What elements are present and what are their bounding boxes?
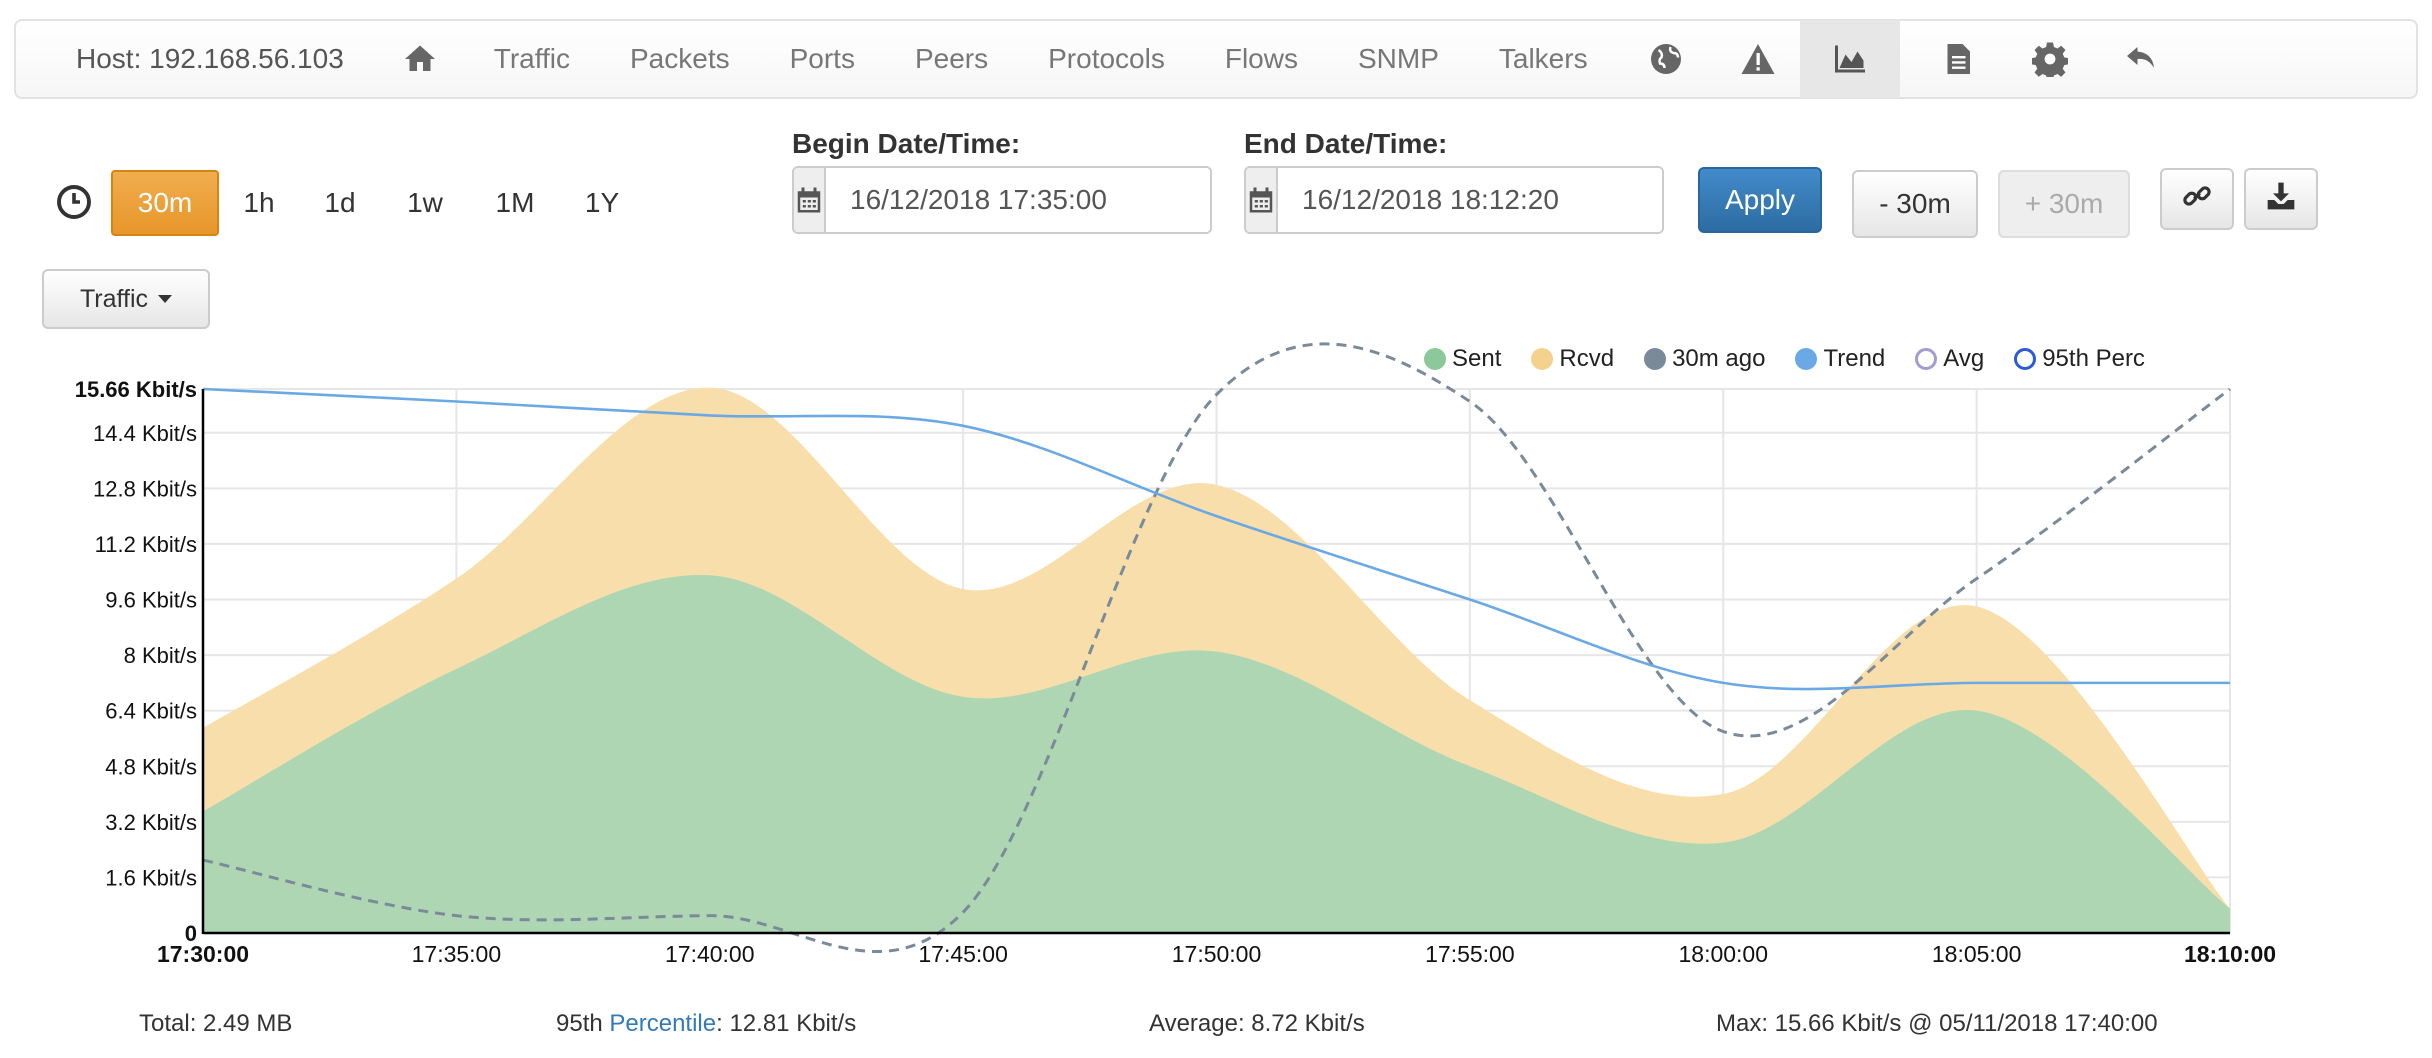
begin-datetime-label: Begin Date/Time: bbox=[792, 128, 1021, 159]
traffic-chart: 0 1.6 Kbit/s 3.2 Kbit/s 4.8 Kbit/s 6.4 Kbit/… bbox=[75, 342, 2276, 967]
calendar-icon[interactable] bbox=[1246, 168, 1278, 232]
begin-datetime-input[interactable] bbox=[826, 168, 1210, 232]
legend-item-95th-perc[interactable]: 95th Perc bbox=[2014, 345, 2145, 373]
y-tick-label: 12.8 Kbit/s bbox=[93, 476, 197, 501]
legend-item-30m-ago[interactable]: 30m ago bbox=[1644, 345, 1765, 373]
legend-swatch bbox=[2014, 348, 2037, 370]
y-tick-label: 9.6 Kbit/s bbox=[105, 588, 197, 613]
legend-item-avg[interactable]: Avg bbox=[1915, 345, 1984, 373]
y-tick-label: 11.2 Kbit/s bbox=[95, 532, 197, 557]
legend-label: Sent bbox=[1452, 345, 1502, 372]
legend-label: Rcvd bbox=[1559, 345, 1615, 372]
home-icon[interactable] bbox=[402, 41, 438, 77]
nav-talkers[interactable]: Talkers bbox=[1498, 43, 1588, 74]
chart-areas bbox=[203, 387, 2230, 933]
nav-packets[interactable]: Packets bbox=[630, 43, 730, 74]
period-1M-button[interactable]: 1M bbox=[495, 187, 535, 218]
y-tick-label: 8 Kbit/s bbox=[124, 643, 197, 668]
legend-label: Trend bbox=[1823, 345, 1886, 372]
nav-snmp[interactable]: SNMP bbox=[1357, 43, 1439, 74]
end-datetime-group bbox=[1244, 166, 1664, 234]
nav-peers[interactable]: Peers bbox=[914, 43, 989, 74]
legend-item-rcvd[interactable]: Rcvd bbox=[1531, 345, 1614, 373]
y-tick-label: 0 bbox=[185, 921, 197, 946]
legend-label: 30m ago bbox=[1672, 345, 1766, 372]
host-label[interactable]: Host: 192.168.56.103 bbox=[76, 43, 344, 74]
calendar-icon[interactable] bbox=[794, 168, 826, 232]
permalink-button[interactable] bbox=[2160, 168, 2234, 230]
max-stat: Max: 15.66 Kbit/s @ 05/11/2018 17:40:00 bbox=[1716, 1010, 2158, 1037]
legend-item-sent[interactable]: Sent bbox=[1424, 345, 1501, 373]
line-trend bbox=[202, 387, 2230, 691]
file-icon[interactable] bbox=[1940, 41, 1976, 77]
period-1Y-button[interactable]: 1Y bbox=[584, 187, 620, 218]
line-30m-ago bbox=[202, 342, 2231, 953]
gear-icon[interactable] bbox=[2031, 41, 2068, 77]
x-tick-label: 17:30:00 bbox=[157, 941, 249, 967]
end-datetime-label: End Date/Time: bbox=[1244, 128, 1448, 159]
legend-swatch bbox=[1531, 348, 1554, 370]
chart-legend: Sent Rcvd 30m ago Trend Avg 95th Perc bbox=[1424, 344, 2175, 374]
average-stat: Average: 8.72 Kbit/s bbox=[1149, 1010, 1365, 1037]
percentile-prefix: 95th bbox=[556, 1010, 610, 1037]
percentile-value: : 12.81 Kbit/s bbox=[716, 1010, 857, 1037]
chart-lines bbox=[202, 342, 2231, 953]
legend-item-trend[interactable]: Trend bbox=[1795, 345, 1885, 373]
legend-label: 95th Perc bbox=[2042, 345, 2145, 372]
begin-datetime-group bbox=[792, 166, 1212, 234]
chart-axes: 0 1.6 Kbit/s 3.2 Kbit/s 4.8 Kbit/s 6.4 Kbit/… bbox=[75, 377, 2276, 967]
period-1d-button[interactable]: 1d bbox=[324, 187, 356, 218]
legend-swatch bbox=[1644, 348, 1667, 370]
x-tick-label: 17:35:00 bbox=[412, 941, 502, 967]
download-button[interactable] bbox=[2244, 168, 2318, 230]
undo-icon[interactable] bbox=[2124, 41, 2160, 77]
period-1w-button[interactable]: 1w bbox=[407, 187, 443, 218]
plus-30m-button[interactable]: + 30m bbox=[1998, 170, 2130, 238]
minus-30m-button[interactable]: - 30m bbox=[1852, 170, 1978, 238]
legend-swatch bbox=[1424, 348, 1446, 370]
legend-swatch bbox=[1795, 348, 1818, 370]
globe-icon[interactable] bbox=[1648, 41, 1684, 77]
total-stat: Total: 2.49 MB bbox=[139, 1010, 293, 1037]
legend-swatch bbox=[1915, 348, 1938, 370]
download-icon bbox=[2265, 180, 2297, 219]
link-icon bbox=[2181, 180, 2213, 219]
x-tick-label: 18:05:00 bbox=[1932, 941, 2022, 967]
x-tick-label: 18:00:00 bbox=[1678, 941, 1768, 967]
apply-button[interactable]: Apply bbox=[1698, 167, 1822, 233]
legend-label: Avg bbox=[1943, 345, 1985, 372]
nav-traffic[interactable]: Traffic bbox=[493, 43, 570, 74]
clock-icon bbox=[56, 184, 92, 220]
x-tick-label: 17:40:00 bbox=[665, 941, 755, 967]
area-chart-icon[interactable] bbox=[1799, 20, 1900, 98]
x-tick-label: 17:45:00 bbox=[918, 941, 1008, 967]
alert-icon[interactable] bbox=[1740, 41, 1776, 77]
y-tick-label: 15.66 Kbit/s bbox=[75, 377, 197, 402]
y-tick-label: 4.8 Kbit/s bbox=[105, 754, 197, 779]
area-sent bbox=[203, 574, 2230, 933]
x-tick-label: 18:10:00 bbox=[2184, 941, 2276, 967]
x-tick-label: 17:50:00 bbox=[1172, 941, 1262, 967]
y-tick-label: 1.6 Kbit/s bbox=[105, 865, 197, 890]
percentile-stat: 95th Percentile: 12.81 Kbit/s bbox=[556, 1010, 856, 1038]
end-datetime-input[interactable] bbox=[1278, 168, 1662, 232]
nav-flows[interactable]: Flows bbox=[1224, 43, 1298, 74]
top-navbar: Host: 192.168.56.103 Traffic Packets Por… bbox=[14, 19, 2418, 99]
y-tick-label: 6.4 Kbit/s bbox=[105, 699, 197, 724]
nav-ports[interactable]: Ports bbox=[789, 43, 855, 74]
x-tick-label: 17:55:00 bbox=[1425, 941, 1515, 967]
percentile-link[interactable]: Percentile bbox=[609, 1010, 717, 1037]
y-tick-label: 3.2 Kbit/s bbox=[105, 810, 197, 835]
y-tick-label: 14.4 Kbit/s bbox=[93, 421, 197, 446]
period-30m-button[interactable]: 30m bbox=[111, 170, 219, 236]
nav-protocols[interactable]: Protocols bbox=[1048, 43, 1165, 74]
period-1h-button[interactable]: 1h bbox=[243, 187, 275, 218]
caret-down-icon bbox=[158, 295, 173, 303]
metric-dropdown[interactable]: Traffic bbox=[42, 269, 210, 329]
metric-dropdown-label: Traffic bbox=[79, 284, 149, 313]
